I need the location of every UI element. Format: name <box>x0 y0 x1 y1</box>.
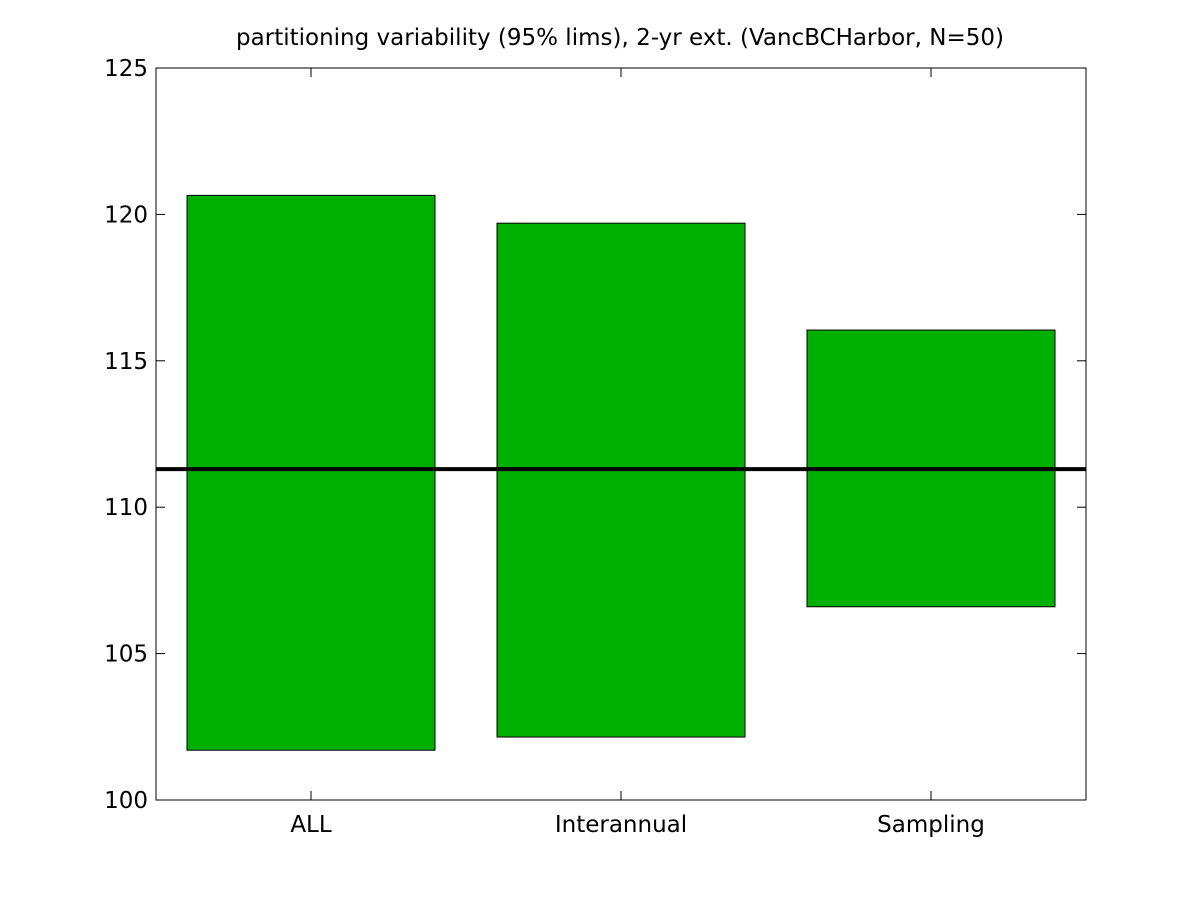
range-bar-all <box>186 194 436 751</box>
ticks-layer <box>156 67 1086 801</box>
y-tick-label: 105 <box>104 642 148 668</box>
y-tick-labels: 100 105 110 115 120 125 <box>104 56 148 814</box>
y-tick-label: 120 <box>104 202 148 228</box>
y-tick-label: 100 <box>104 788 148 814</box>
range-bar-interannual <box>496 222 746 738</box>
bars-layer <box>186 194 1056 751</box>
x-tick-label-sampling: Sampling <box>877 812 985 838</box>
y-tick-label: 110 <box>104 495 148 521</box>
chart-title: partitioning variability (95% lims), 2-y… <box>236 25 1004 51</box>
x-tick-labels: ALL Interannual Sampling <box>290 812 985 838</box>
y-tick-label: 125 <box>104 56 148 82</box>
x-tick-label-interannual: Interannual <box>555 812 687 838</box>
x-tick-label-all: ALL <box>290 812 332 838</box>
y-tick-label: 115 <box>104 349 148 375</box>
